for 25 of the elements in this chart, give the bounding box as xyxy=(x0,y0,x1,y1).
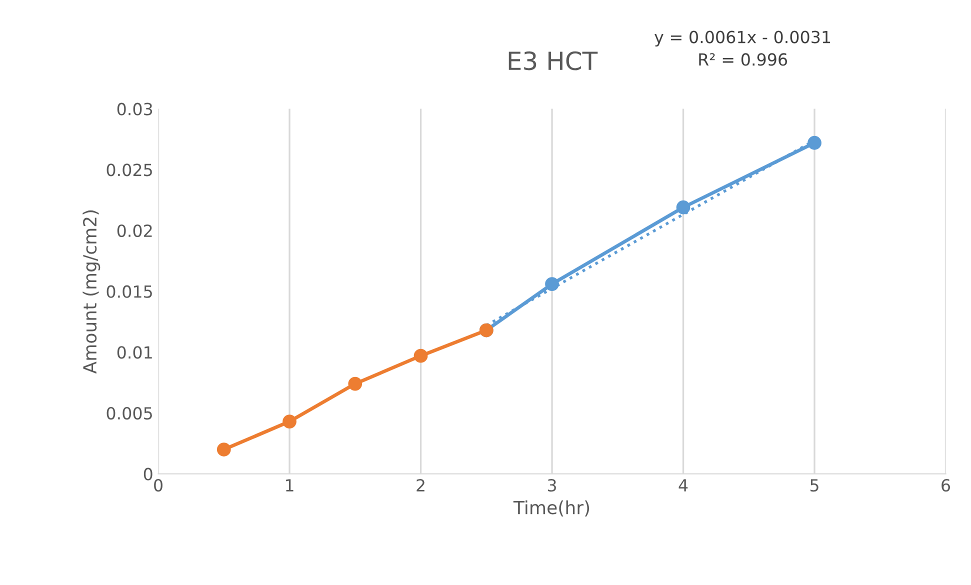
point xyxy=(808,136,822,150)
text: y = 0.0061x - 0.0031 R² = 0.996 xyxy=(654,30,830,66)
point xyxy=(545,277,559,291)
x-tick-label: 2 xyxy=(416,479,424,492)
x-tick-label: 6 xyxy=(942,479,950,492)
y-tick-label: 0.025 xyxy=(106,164,152,176)
y-tick-label: 0.03 xyxy=(117,102,152,116)
chart-title: E3 HCT xyxy=(508,51,598,70)
y-axis-title: Amount (mg/cm2) xyxy=(82,210,100,374)
x-tick-label: 1 xyxy=(286,479,294,492)
x-axis-title: Time(hr) xyxy=(513,500,590,516)
x-tick-label: 4 xyxy=(678,479,688,492)
point xyxy=(216,442,231,456)
point xyxy=(282,414,296,428)
point xyxy=(414,348,428,363)
y-tick-label: 0.02 xyxy=(117,224,152,238)
point xyxy=(676,200,690,214)
point xyxy=(348,376,362,391)
x-tick-label: 5 xyxy=(810,479,818,492)
y-tick-label: 0.015 xyxy=(106,285,152,298)
y-tick-label: 0.01 xyxy=(117,346,152,359)
x-tick-label: 0 xyxy=(154,479,162,492)
x-tick-label: 3 xyxy=(548,479,556,492)
y-tick-label: 0 xyxy=(144,468,152,480)
y-tick-label: 0.005 xyxy=(106,406,152,420)
